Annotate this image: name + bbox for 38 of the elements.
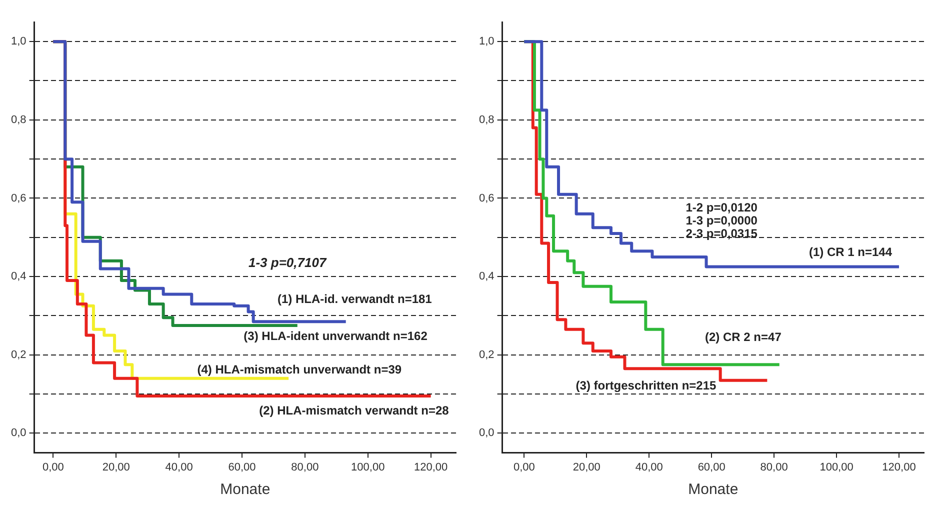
- y-tick-label: 0,6: [10, 192, 26, 204]
- x-tick-label: 80,00: [291, 461, 319, 474]
- annotation: 1-3 p=0,7107: [248, 254, 327, 270]
- y-tick-label: 0,6: [478, 192, 494, 204]
- annotation: 1-2 p=0,0120: [686, 200, 758, 214]
- y-tick-label: 0,2: [478, 348, 494, 361]
- x-axis-title: Monate: [688, 481, 738, 498]
- y-tick-label: 0,0: [10, 427, 26, 440]
- x-tick-label: 60,00: [698, 461, 726, 474]
- y-tick-label: 0,4: [10, 270, 26, 283]
- y-tick-label: 1,0: [478, 36, 494, 48]
- series-label: (3) HLA-ident unverwandt n=162: [244, 328, 428, 343]
- series-label: (4) HLA-mismatch unverwandt n=39: [197, 362, 402, 377]
- x-axis-title: Monate: [220, 481, 270, 498]
- annotation: 1-3 p=0,0000: [686, 213, 758, 228]
- series-label: (1) CR 1 n=144: [808, 245, 892, 260]
- y-tick-label: 0,0: [478, 427, 494, 440]
- y-tick-label: 0,2: [10, 348, 26, 361]
- series-label: (2) HLA-mismatch verwandt n=28: [259, 403, 450, 418]
- y-tick-label: 1,0: [10, 36, 26, 48]
- x-tick-label: 120,00: [414, 461, 448, 474]
- x-tick-label: 0,00: [42, 461, 64, 474]
- series-label: (3) fortgeschritten n=215: [576, 378, 717, 393]
- y-tick-label: 0,4: [478, 270, 494, 283]
- y-tick-label: 0,8: [10, 114, 26, 126]
- x-tick-label: 40,00: [635, 461, 663, 474]
- x-tick-label: 80,00: [760, 461, 788, 474]
- x-tick-label: 0,00: [513, 461, 535, 474]
- y-tick-label: 0,8: [478, 114, 494, 126]
- x-tick-label: 60,00: [228, 461, 256, 474]
- x-tick-label: 100,00: [351, 461, 385, 474]
- series-label: (2) CR 2 n=47: [705, 330, 782, 344]
- x-tick-label: 20,00: [102, 461, 130, 474]
- x-tick-label: 20,00: [572, 461, 600, 474]
- x-tick-label: 100,00: [820, 461, 854, 474]
- series-label: (1) HLA-id. verwandt n=181: [277, 292, 432, 306]
- x-tick-label: 120,00: [882, 461, 916, 474]
- x-tick-label: 40,00: [165, 461, 193, 474]
